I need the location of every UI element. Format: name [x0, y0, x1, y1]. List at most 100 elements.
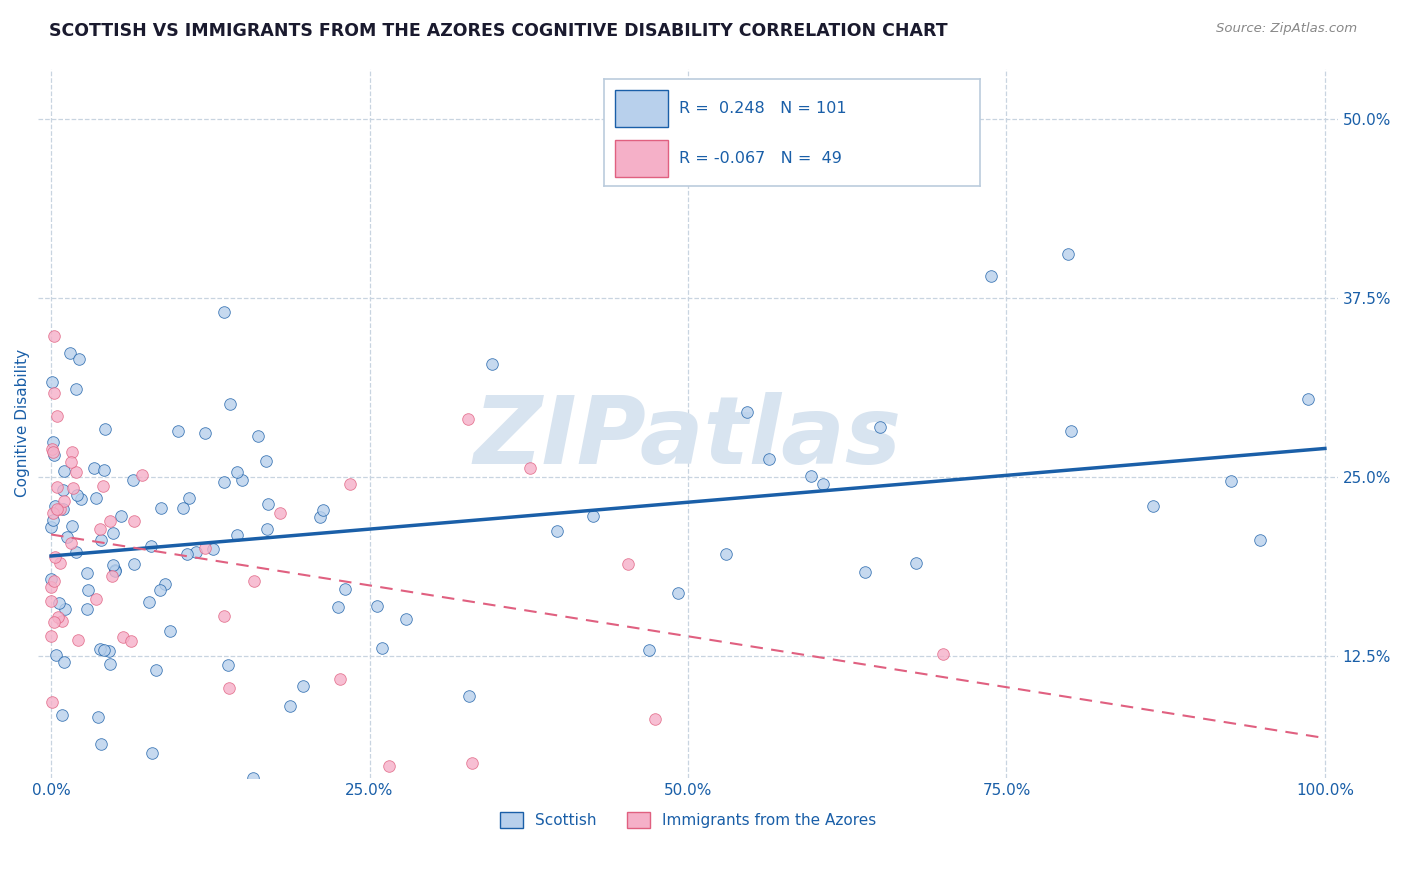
Point [67, 633, 90, 648]
Point [84, 591, 107, 606]
Point [312, 503, 335, 517]
Point [457, 412, 479, 426]
Point [65, 383, 87, 397]
Point [42, 386, 65, 401]
Point [41, 442, 63, 457]
Point [582, 509, 605, 524]
Point [98, 514, 121, 528]
Point [371, 640, 394, 655]
Point [458, 689, 481, 703]
Point [1220, 474, 1243, 488]
Point [84, 491, 107, 505]
Point [89, 641, 111, 656]
Point [41, 580, 63, 594]
Point [56, 531, 79, 545]
Point [70, 491, 93, 506]
Point [59, 346, 82, 360]
Point [1249, 533, 1271, 547]
Point [800, 469, 823, 483]
Point [52, 655, 75, 669]
Point [98, 657, 121, 671]
Point [131, 468, 153, 483]
Point [637, 643, 659, 657]
Point [212, 608, 235, 623]
Point [201, 542, 224, 557]
Point [519, 461, 541, 475]
Point [87, 709, 110, 723]
Point [65, 545, 87, 559]
Point [714, 547, 737, 561]
Point [329, 672, 352, 686]
Point [366, 599, 388, 613]
Point [48, 556, 70, 570]
Point [44, 549, 66, 564]
Point [328, 599, 350, 614]
Point [98, 644, 121, 658]
Point [42, 449, 65, 463]
Point [67, 352, 90, 367]
Point [77, 582, 100, 597]
Point [980, 268, 1002, 283]
Point [41, 519, 63, 533]
Point [378, 759, 401, 773]
Point [758, 452, 780, 467]
Point [225, 528, 247, 542]
Point [89, 522, 111, 536]
Point [335, 582, 357, 597]
Point [481, 357, 503, 371]
Point [242, 574, 264, 588]
Point [90, 533, 112, 547]
Y-axis label: Cognitive Disability: Cognitive Disability [15, 350, 30, 498]
Point [46, 501, 69, 516]
Point [308, 510, 330, 524]
Point [212, 305, 235, 319]
Text: ZIPatlas: ZIPatlas [474, 392, 903, 483]
Point [41, 507, 63, 521]
Point [51, 707, 73, 722]
Point [66, 488, 89, 502]
Point [41, 375, 63, 389]
Point [42, 615, 65, 629]
Point [104, 563, 127, 577]
Point [145, 663, 167, 677]
Point [94, 422, 117, 436]
Point [644, 712, 666, 726]
Point [194, 425, 217, 440]
Point [1060, 424, 1083, 438]
Point [194, 541, 217, 556]
Point [53, 464, 76, 478]
Point [869, 420, 891, 434]
Point [41, 629, 63, 643]
Point [60, 518, 83, 533]
Point [48, 596, 70, 610]
Point [49, 502, 72, 516]
Point [93, 643, 115, 657]
Point [905, 556, 928, 570]
Point [104, 565, 127, 579]
Point [39, 573, 62, 587]
Point [666, 586, 689, 600]
Point [231, 473, 253, 487]
Point [212, 475, 235, 490]
Point [242, 771, 264, 785]
Point [186, 544, 208, 558]
Point [395, 612, 418, 626]
Point [150, 500, 173, 515]
Point [91, 479, 114, 493]
Point [256, 521, 278, 535]
Point [853, 565, 876, 579]
Point [292, 679, 315, 693]
Point [76, 602, 98, 616]
Point [1057, 247, 1080, 261]
Point [90, 737, 112, 751]
Point [44, 499, 66, 513]
Point [246, 429, 269, 443]
Point [62, 481, 84, 495]
Text: Source: ZipAtlas.com: Source: ZipAtlas.com [1216, 22, 1357, 36]
Point [51, 614, 73, 628]
Point [39, 594, 62, 608]
Point [93, 463, 115, 477]
Point [101, 526, 124, 541]
Point [269, 507, 291, 521]
Point [52, 502, 75, 516]
